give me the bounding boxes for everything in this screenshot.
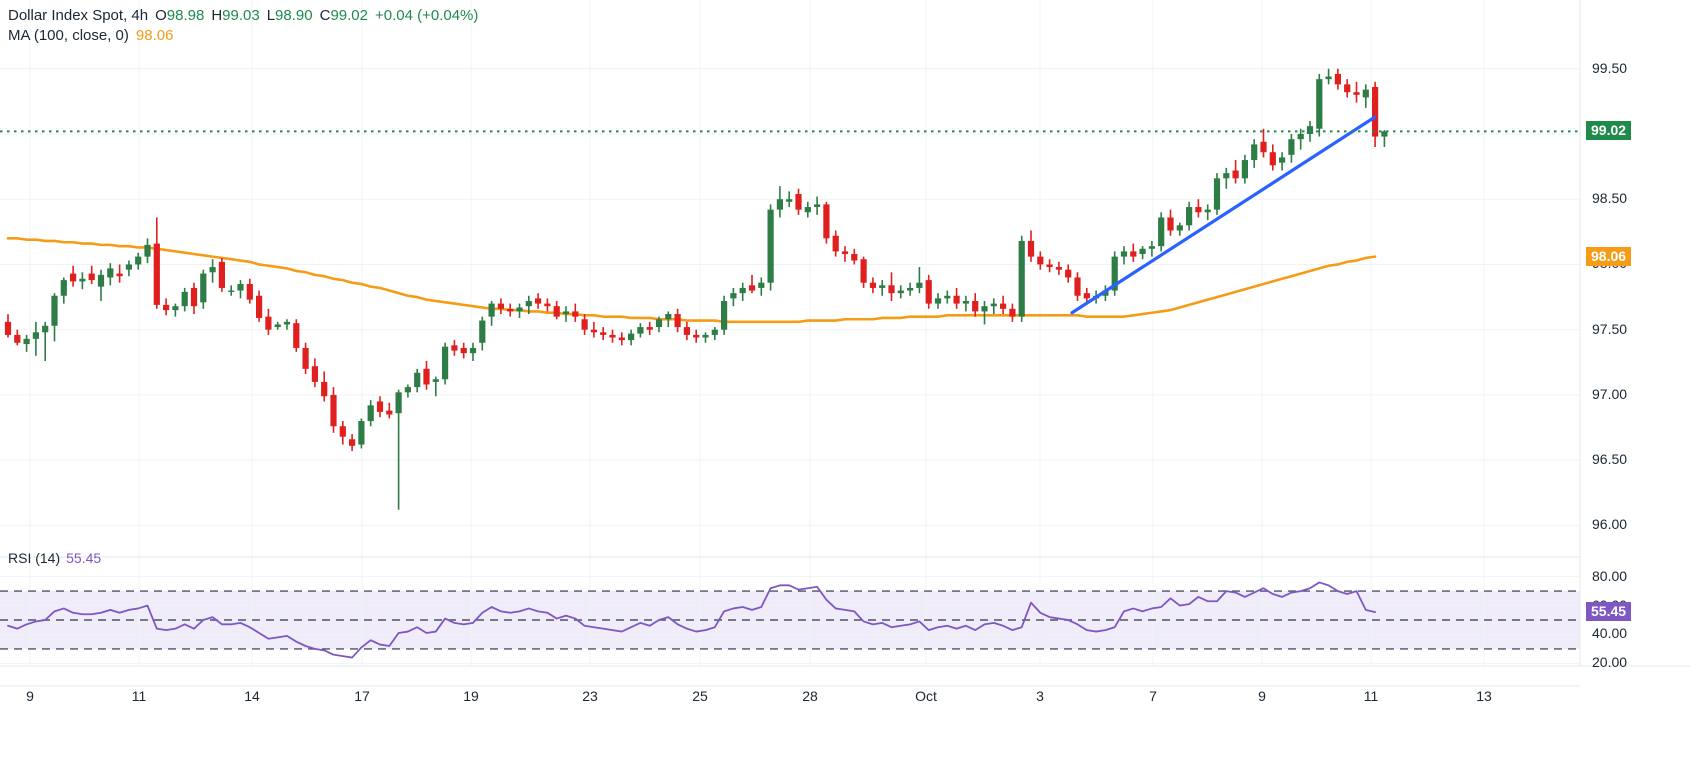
time-axis-tick: 13 [1476, 688, 1492, 704]
price-axis-tick: 99.50 [1592, 59, 1628, 76]
price-axis-tick: 97.50 [1592, 320, 1628, 337]
candlestick-series[interactable] [4, 68, 1388, 510]
rsi-axis-tick: 40.00 [1592, 625, 1628, 642]
time-axis-tick: 9 [26, 688, 34, 704]
time-axis-tick: 19 [463, 688, 479, 704]
time-axis-tick: 17 [354, 688, 370, 704]
last-price-tag: 99.02 [1586, 121, 1632, 141]
ma-overlay-line [6, 237, 1377, 324]
time-axis-tick: 11 [1363, 688, 1379, 704]
rsi-axis-tick: 20.00 [1592, 654, 1628, 671]
rsi-series-line [7, 581, 1376, 659]
rsi-axis-tick: 80.00 [1592, 567, 1628, 584]
time-axis-tick: 11 [131, 688, 147, 704]
rsi-value-tag: 55.45 [1586, 602, 1632, 622]
price-axis-tick: 97.00 [1592, 385, 1628, 402]
price-axis-tick: 98.50 [1592, 190, 1628, 207]
time-axis-tick: 28 [802, 688, 818, 704]
time-axis-tick: Oct [915, 688, 937, 704]
time-axis-tick: 23 [582, 688, 598, 704]
rsi-level-lines [0, 590, 1580, 650]
price-axis-tick: 96.00 [1592, 516, 1628, 533]
time-axis-tick: 9 [1258, 688, 1266, 704]
time-axis-tick: 3 [1036, 688, 1044, 704]
ma-price-tag: 98.06 [1586, 246, 1632, 266]
time-axis-tick: 25 [692, 688, 708, 704]
time-axis-tick: 14 [244, 688, 260, 704]
time-axis-tick: 7 [1149, 688, 1157, 704]
price-axis-tick: 96.50 [1592, 451, 1628, 468]
ascending-trendline[interactable] [1070, 115, 1377, 315]
grid-lines [0, 0, 1690, 687]
